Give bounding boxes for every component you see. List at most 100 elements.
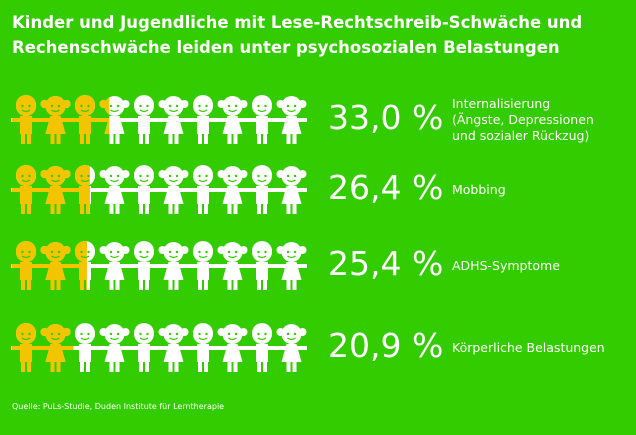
arms [247, 188, 278, 192]
head [163, 166, 184, 186]
pigtail [40, 170, 49, 178]
leg [109, 278, 114, 290]
head [104, 242, 125, 262]
eye [28, 332, 31, 336]
eye [116, 104, 120, 108]
eye [168, 104, 172, 108]
value-fill [12, 95, 110, 144]
head [163, 242, 184, 262]
arms [40, 118, 71, 122]
leg [109, 202, 114, 214]
arms [188, 118, 219, 122]
hair [75, 323, 95, 333]
eye [264, 250, 267, 254]
pigtail [158, 246, 167, 254]
leg [86, 278, 90, 290]
leg [21, 360, 25, 372]
leg [86, 132, 90, 144]
arms [158, 264, 189, 268]
eye [168, 250, 172, 254]
arms [99, 118, 110, 122]
eye [109, 104, 113, 108]
eye [87, 250, 90, 254]
leg [56, 202, 61, 214]
eye [57, 174, 61, 178]
leg [86, 360, 90, 372]
pigtail [239, 328, 248, 336]
arms [188, 346, 219, 350]
smile [21, 179, 31, 183]
leg [198, 360, 202, 372]
eye [198, 332, 201, 336]
leg [115, 360, 120, 372]
arms [70, 264, 87, 268]
arms [129, 118, 160, 122]
eye [80, 104, 83, 108]
pigtail [158, 328, 167, 336]
leg [27, 132, 31, 144]
leg [233, 202, 238, 214]
eye [227, 332, 231, 336]
smile [51, 255, 60, 259]
eye [28, 104, 31, 108]
eye [50, 104, 54, 108]
pigtail [180, 100, 189, 108]
body [79, 262, 87, 280]
eye [146, 104, 149, 108]
smile [110, 337, 119, 341]
eye [175, 250, 179, 254]
leg [21, 278, 25, 290]
eye [234, 174, 238, 178]
smile [21, 109, 31, 113]
pigtail [99, 328, 108, 336]
leg [263, 360, 267, 372]
eye [50, 332, 54, 336]
smile [198, 109, 208, 113]
arms [70, 118, 101, 122]
arms [40, 346, 71, 350]
eye [293, 174, 297, 178]
value-fill [12, 241, 87, 290]
leg [50, 132, 55, 144]
pigtail [62, 100, 71, 108]
leg [292, 360, 297, 372]
value-label: 25,4 % [328, 244, 444, 283]
leg [27, 202, 31, 214]
pigtail [298, 246, 307, 254]
hair [75, 241, 87, 251]
pigtail [298, 170, 307, 178]
smile [169, 109, 178, 113]
arms [40, 264, 71, 268]
leg [80, 360, 84, 372]
smile [287, 255, 296, 259]
eye [139, 174, 142, 178]
smile [287, 337, 296, 341]
leg [115, 278, 120, 290]
arms [129, 346, 160, 350]
hair [16, 241, 36, 251]
eye [139, 332, 142, 336]
eye [205, 332, 208, 336]
leg [292, 202, 297, 214]
source: Quelle: PuLs-Studie, Duden Institute für… [12, 402, 225, 411]
pigtail [276, 328, 285, 336]
leg [257, 278, 261, 290]
eye [109, 332, 113, 336]
arms [276, 264, 307, 268]
arms [129, 188, 160, 192]
eye [175, 104, 179, 108]
eye [50, 250, 54, 254]
smile [139, 109, 149, 113]
leg [174, 278, 179, 290]
eye [198, 250, 201, 254]
eye [116, 174, 120, 178]
eye [146, 174, 149, 178]
hair [193, 323, 213, 333]
arms [217, 346, 248, 350]
leg [286, 132, 291, 144]
leg [257, 360, 261, 372]
eye [227, 174, 231, 178]
eye [87, 332, 90, 336]
